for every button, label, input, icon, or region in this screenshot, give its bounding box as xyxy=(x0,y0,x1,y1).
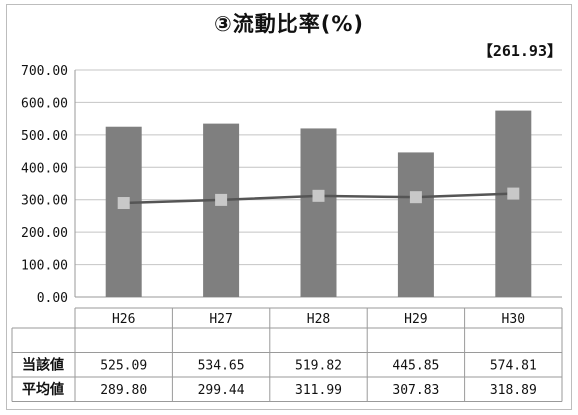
y-tick-label: 500.00 xyxy=(21,129,68,144)
category-label: H27 xyxy=(209,312,232,327)
table-cell: 574.81 xyxy=(490,359,537,374)
table-cell: 445.85 xyxy=(392,359,439,374)
y-tick-label: 100.00 xyxy=(21,259,68,274)
chart-title: ③流動比率(%) xyxy=(213,12,365,36)
row-header: 平均値 xyxy=(22,381,64,398)
bar-h29 xyxy=(397,152,434,297)
table-cell: 534.65 xyxy=(198,359,245,374)
data-table: H26 H27 H28 H29 H30 当該値 525.09 534.65 519.82 445.… xyxy=(11,307,563,402)
y-axis-ticks: 0.00 100.00 200.00 300.00 400.00 500.00 600.00… xyxy=(21,64,68,306)
y-tick-label: 700.00 xyxy=(21,64,68,79)
chart-frame xyxy=(6,4,572,410)
average-line xyxy=(117,187,520,210)
table-cell: 289.80 xyxy=(100,383,147,398)
bar-h30 xyxy=(495,110,532,298)
row-header: 当該値 xyxy=(22,357,64,374)
y-tick-label: 200.00 xyxy=(21,226,68,241)
average-marker-h30 xyxy=(507,187,520,200)
average-marker-h28 xyxy=(312,189,325,202)
table-cell: 525.09 xyxy=(100,359,147,374)
table-cell: 311.99 xyxy=(295,383,342,398)
y-tick-label: 300.00 xyxy=(21,194,68,209)
reference-value-badge: 【261.93】 xyxy=(477,42,562,60)
category-label: H28 xyxy=(307,312,330,327)
category-label: H30 xyxy=(502,312,525,327)
table-cell: 299.44 xyxy=(198,383,245,398)
bars xyxy=(105,110,532,298)
table-cell: 318.89 xyxy=(490,383,537,398)
category-label: H29 xyxy=(404,312,427,327)
bar-h26 xyxy=(105,126,142,297)
y-tick-label: 600.00 xyxy=(21,96,68,111)
y-tick-label: 0.00 xyxy=(37,291,68,306)
bar-h28 xyxy=(300,128,337,297)
table-cell: 519.82 xyxy=(295,359,342,374)
y-tick-label: 400.00 xyxy=(21,161,68,176)
average-marker-h29 xyxy=(409,191,422,204)
category-label: H26 xyxy=(112,312,135,327)
average-marker-h27 xyxy=(215,193,228,206)
average-marker-h26 xyxy=(117,197,130,210)
bar-h27 xyxy=(203,123,240,298)
table-cell: 307.83 xyxy=(392,383,439,398)
